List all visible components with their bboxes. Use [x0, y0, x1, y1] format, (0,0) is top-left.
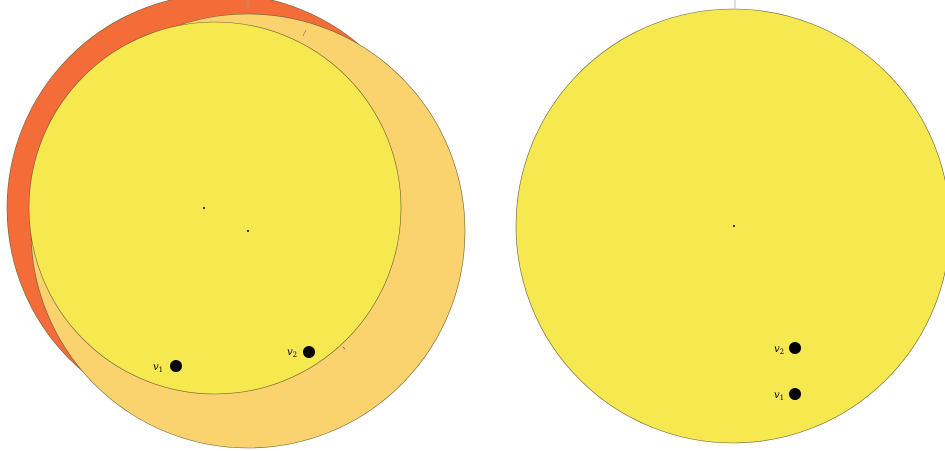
orange-mark — [342, 346, 346, 350]
orange-tick — [302, 29, 307, 37]
yellow-disc — [28, 21, 402, 395]
orange-center-point — [247, 230, 249, 232]
vertex-v2-right: v2 — [774, 342, 801, 356]
vertex-dot — [170, 360, 182, 372]
vertex-label: v2 — [774, 344, 784, 356]
vertex-v1-right: v1 — [774, 388, 801, 402]
yellow-disc — [515, 8, 945, 444]
yellow-center-point — [203, 207, 205, 209]
center-point — [733, 225, 735, 227]
vertex-dot — [789, 388, 801, 400]
right-panel: v2 v1 — [515, 0, 945, 444]
vertex-dot — [303, 346, 315, 358]
vertex-label: v2 — [287, 347, 297, 359]
left-panel: v1 v2 — [6, 0, 466, 449]
vertex-label: v1 — [153, 362, 163, 374]
vertex-label: v1 — [774, 390, 784, 402]
vertex-v2-left: v2 — [287, 346, 315, 359]
vertex-dot — [789, 342, 801, 354]
vertex-v1-left: v1 — [153, 360, 182, 374]
